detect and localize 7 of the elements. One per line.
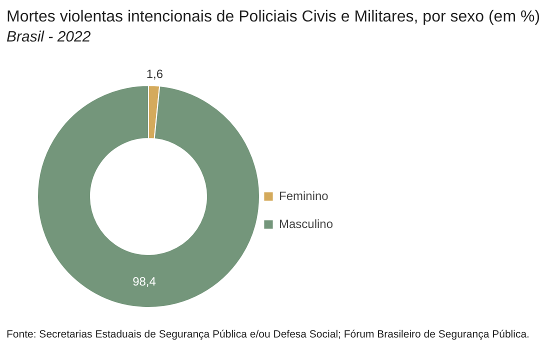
source-note: Fonte: Secretarias Estaduais de Segurança Pública e/ou Defesa Social; Fórum Brasileiro de Segurança Pública. <box>6 328 530 340</box>
data-label: 98,4 <box>132 274 156 288</box>
chart-title: Mortes violentas intencionais de Policiais Civis e Militares, por sexo (em %) <box>6 8 540 26</box>
legend-label: Feminino <box>279 189 328 203</box>
data-label: 1,6 <box>146 67 164 82</box>
chart-subtitle: Brasil - 2022 <box>6 28 92 46</box>
legend-label: Masculino <box>279 217 334 231</box>
